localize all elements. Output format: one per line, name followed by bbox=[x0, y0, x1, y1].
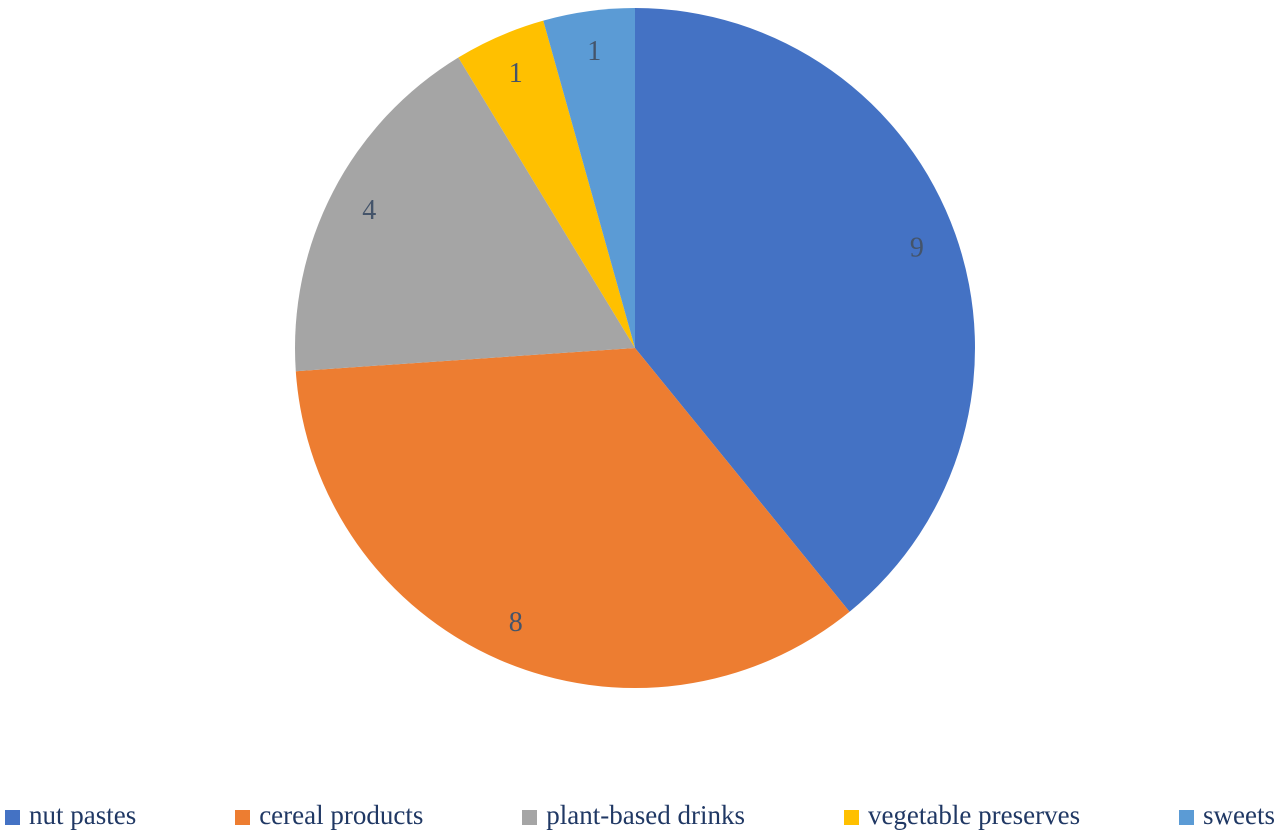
chart-legend: nut pastes cereal products plant-based dri… bbox=[5, 801, 1275, 831]
legend-label: cereal products bbox=[259, 800, 424, 831]
legend-label: sweets bbox=[1203, 800, 1275, 831]
data-label-nut-pastes: 9 bbox=[910, 232, 924, 263]
legend-item-vegetable-preserves: vegetable preserves bbox=[843, 800, 1081, 831]
pie-slice-nut-pastes bbox=[635, 8, 975, 612]
data-label-vegetable-preserves: 1 bbox=[509, 58, 523, 89]
data-label-plant-based-drinks: 4 bbox=[362, 195, 376, 226]
legend-item-plant-based-drinks: plant-based drinks bbox=[522, 801, 745, 831]
pie-chart: 9 8 4 1 1 bbox=[294, 8, 975, 689]
pie-slice-sweets bbox=[543, 8, 635, 348]
legend-label: nut pastes bbox=[29, 800, 137, 831]
legend-item-cereal-products: cereal products bbox=[235, 801, 423, 831]
legend-marker-icon bbox=[522, 809, 538, 825]
legend-label: plant-based drinks bbox=[546, 800, 745, 831]
data-label-sweets: 1 bbox=[587, 36, 601, 67]
legend-item-nut-pastes: nut pastes bbox=[5, 801, 136, 831]
legend-marker-icon bbox=[5, 809, 20, 825]
legend-marker-icon bbox=[843, 809, 859, 825]
legend-item-sweets: sweets bbox=[1179, 801, 1275, 831]
legend-marker-icon bbox=[235, 809, 251, 825]
legend-marker-icon bbox=[1179, 809, 1195, 825]
data-label-cereal-products: 8 bbox=[509, 607, 523, 638]
pie-slice-vegetable-preserves bbox=[458, 20, 635, 349]
legend-label: vegetable preserves bbox=[867, 800, 1081, 831]
pie-slice-plant-based-drinks bbox=[294, 57, 635, 372]
pie-slice-cereal-products bbox=[295, 348, 850, 689]
